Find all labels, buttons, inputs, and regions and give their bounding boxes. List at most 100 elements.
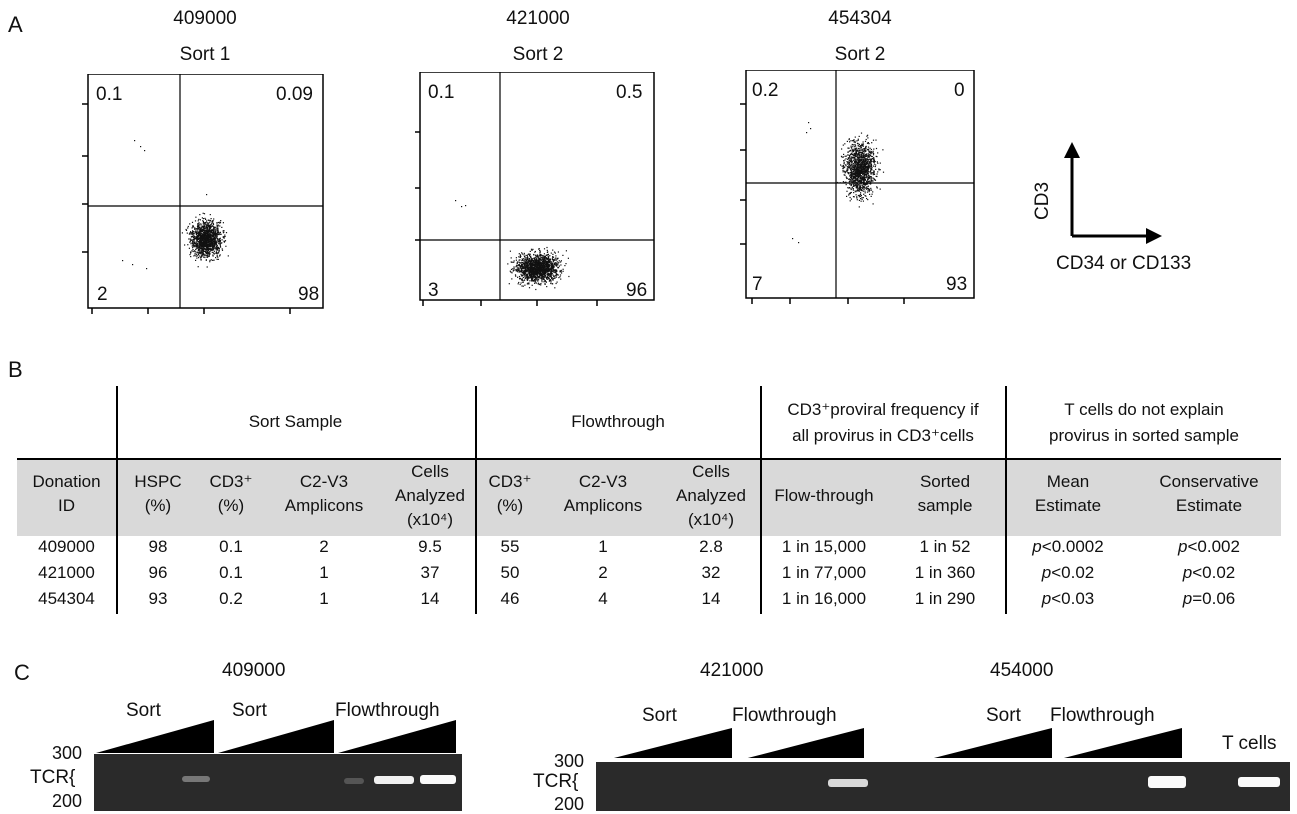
flow-plot-3 <box>740 70 975 304</box>
table-cell-cd3: 0.1 <box>219 537 243 556</box>
gel-left-sort-1: Sort <box>126 700 161 721</box>
col-header-line: HSPC <box>134 472 182 491</box>
table-cell-fcd3: 46 <box>500 589 520 608</box>
col-header-line: C2-V3 <box>299 472 349 491</box>
gel-left-title: 409000 <box>222 660 286 681</box>
col-header-line: Conservative <box>1159 472 1259 491</box>
quad-ur: 0 <box>954 80 965 101</box>
col-cd3: CD3⁺ (%) <box>198 470 264 518</box>
marker-200-right: 200 <box>554 794 585 814</box>
gel-right-flowthrough: Flowthrough <box>1050 705 1155 726</box>
event-cloud <box>122 140 229 270</box>
quad-lr: 93 <box>946 274 968 295</box>
gel-mid-sort: Sort <box>642 705 677 726</box>
quad-lr: 98 <box>298 284 320 305</box>
plot3-donor: 454304 <box>828 8 892 29</box>
col-header-line: C2-V3 <box>578 472 628 491</box>
table-cell-mean: p<0.03 <box>1006 589 1130 609</box>
table-cell-mean: p<0.02 <box>1006 563 1130 583</box>
col-header-line: Sorted <box>919 472 971 491</box>
gel-band <box>344 778 364 784</box>
gel-mid-flowthrough: Flowthrough <box>732 705 837 726</box>
marker-300-right: 300 <box>554 751 585 771</box>
plot2-donor: 421000 <box>506 8 570 29</box>
marker-300-left: 300 <box>52 743 83 763</box>
p-value: <0.02 <box>1051 563 1095 582</box>
gel-band <box>1148 776 1186 788</box>
col-flow-cd3: CD3⁺ (%) <box>477 470 543 518</box>
gel-mid-title: 421000 <box>700 660 764 681</box>
gel-band <box>828 779 868 787</box>
p-value: <0.002 <box>1187 537 1240 556</box>
quad-ur: 0.09 <box>276 84 313 105</box>
plot2-sort: Sort 2 <box>512 44 564 65</box>
table-cell-hspc: 96 <box>148 563 168 582</box>
gel-band <box>1238 777 1280 787</box>
col-hspc: HSPC (%) <box>118 470 198 518</box>
tcr-label-right: TCR{ <box>533 771 579 792</box>
table-divider <box>116 386 118 614</box>
quad-ll: 3 <box>428 280 439 301</box>
panel-label-a: A <box>8 12 23 37</box>
table-cell-ss: 1 in 52 <box>919 537 971 556</box>
table-cell-mean: p<0.0002 <box>1006 537 1130 557</box>
panel-label-c: C <box>14 660 30 685</box>
axis-key-arrows <box>1064 142 1162 244</box>
col-header-line: Analyzed <box>395 486 465 505</box>
gel-right-title: 454000 <box>990 660 1054 681</box>
col-header-line: Cells <box>411 462 449 481</box>
col-header-line: Amplicons <box>284 496 364 515</box>
group-flowthrough: Flowthrough <box>571 412 665 431</box>
quad-ul: 0.1 <box>96 84 123 105</box>
col-header-line: Estimate <box>1175 496 1243 515</box>
group-freq-line1: CD3⁺proviral frequency if <box>787 400 979 419</box>
table-cell-famp: 2 <box>598 563 608 582</box>
p-symbol: p <box>1182 589 1193 608</box>
col-header-line: Estimate <box>1034 496 1102 515</box>
col-header-line: Amplicons <box>563 496 643 515</box>
table-header-shade <box>17 459 1281 536</box>
col-conservative-estimate: Conservative Estimate <box>1136 470 1282 518</box>
table-cell-cd3: 0.1 <box>219 563 243 582</box>
table-cell-ss: 1 in 290 <box>914 589 976 608</box>
event-cloud <box>792 122 885 244</box>
table-cell-cons: p<0.002 <box>1136 537 1282 557</box>
gel-tcells-label: T cells <box>1222 733 1277 754</box>
plot1-donor: 409000 <box>173 8 237 29</box>
table-cell-ss: 1 in 360 <box>914 563 976 582</box>
quad-lr: 96 <box>626 280 648 301</box>
quad-ll: 7 <box>752 274 763 295</box>
table-cell-fcells: 14 <box>701 589 721 608</box>
tcr-label-left: TCR{ <box>30 767 76 788</box>
gel-left-sort-2: Sort <box>232 700 267 721</box>
quad-ul: 0.1 <box>428 82 455 103</box>
p-value: =0.06 <box>1192 589 1236 608</box>
col-header-line: (%) <box>217 496 245 515</box>
col-flow-c2v3: C2-V3 Amplicons <box>543 470 663 518</box>
table-rule <box>17 458 1281 460</box>
axis-key-y-label: CD3 <box>1032 181 1053 220</box>
col-header-line: CD3⁺ <box>209 472 253 491</box>
p-value: <0.02 <box>1192 563 1236 582</box>
col-cells: Cells Analyzed (x10⁴) <box>384 460 476 532</box>
group-sort-sample: Sort Sample <box>248 412 343 431</box>
p-symbol: p <box>1182 563 1193 582</box>
col-flow-through: Flow-through <box>774 486 874 505</box>
table-cell-fcd3: 55 <box>500 537 520 556</box>
group-freq-line2: all provirus in CD3⁺cells <box>792 426 974 445</box>
table-divider <box>1005 386 1007 614</box>
col-header-line: (x10⁴) <box>687 510 735 529</box>
flow-plot-2 <box>415 72 655 306</box>
table-cell-ft: 1 in 15,000 <box>781 537 867 556</box>
col-header-line: (%) <box>144 496 172 515</box>
group-tcells-line1: T cells do not explain <box>1064 400 1224 419</box>
p-symbol: p <box>1041 589 1052 608</box>
table-cell-amp: 1 <box>319 589 329 608</box>
col-sorted-sample: Sorted sample <box>886 470 1004 518</box>
table-cell-fcells: 32 <box>701 563 721 582</box>
p-symbol: p <box>1041 563 1052 582</box>
group-tcells-line2: provirus in sorted sample <box>1049 426 1239 445</box>
table-cell-cons: p<0.02 <box>1136 563 1282 583</box>
gel-band <box>182 776 210 782</box>
table-cell-id: 409000 <box>38 537 95 556</box>
